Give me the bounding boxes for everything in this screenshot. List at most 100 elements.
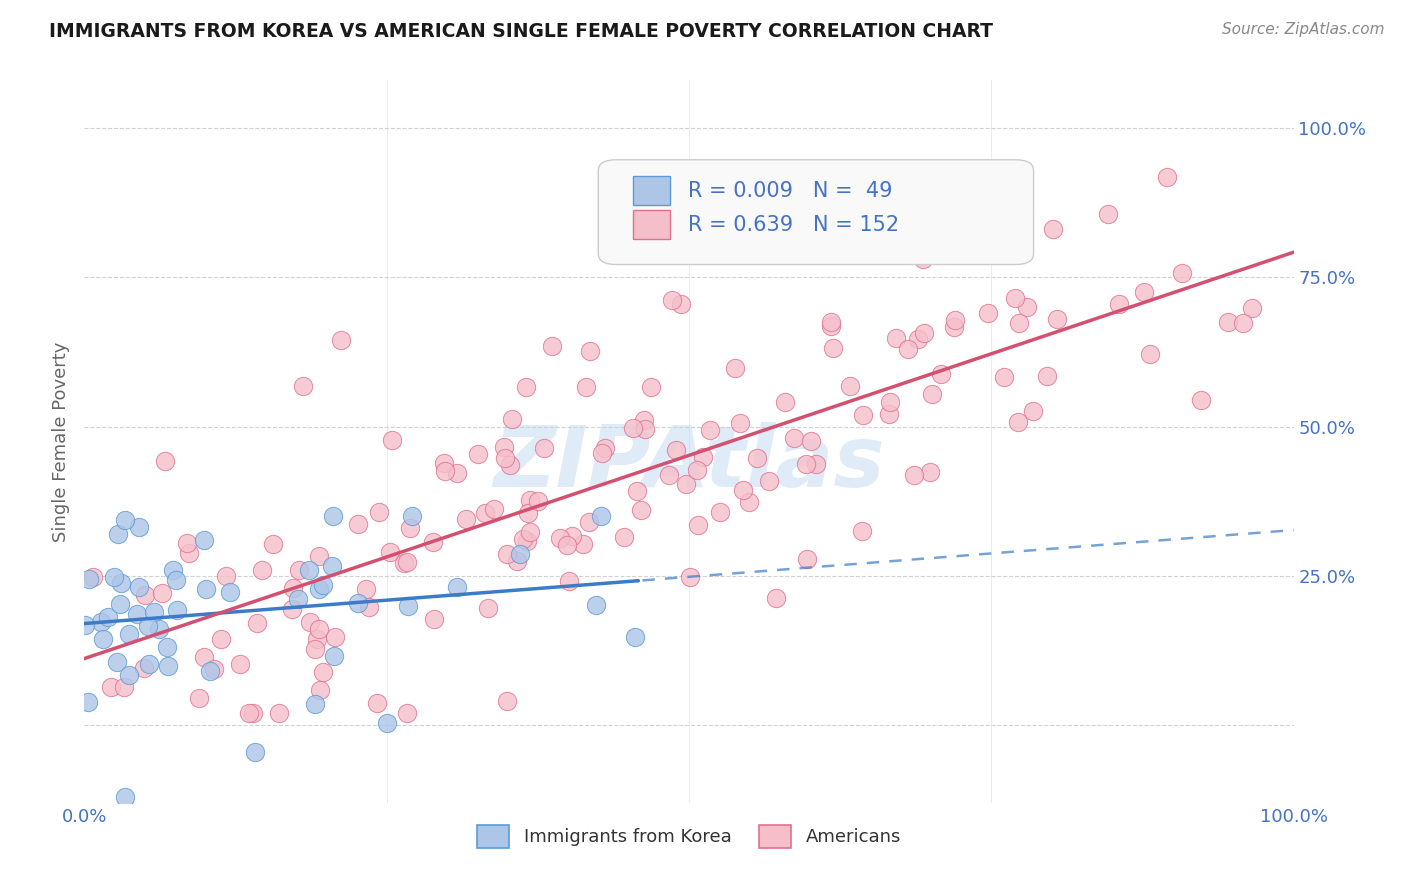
Point bbox=[298, 563, 321, 577]
Point bbox=[193, 650, 215, 665]
Point bbox=[477, 600, 499, 615]
Point bbox=[686, 463, 709, 477]
Point bbox=[575, 380, 598, 394]
Point bbox=[166, 603, 188, 617]
Point bbox=[215, 569, 238, 583]
Point bbox=[512, 532, 534, 546]
Point bbox=[912, 252, 935, 266]
Point bbox=[77, 572, 100, 586]
Point bbox=[177, 546, 200, 560]
Point bbox=[519, 493, 541, 508]
Point bbox=[307, 632, 329, 646]
Point bbox=[929, 368, 952, 382]
Point bbox=[1042, 222, 1064, 236]
Point bbox=[658, 467, 681, 482]
Point bbox=[446, 581, 468, 595]
Point bbox=[323, 630, 346, 644]
Point bbox=[118, 627, 141, 641]
Y-axis label: Single Female Poverty: Single Female Poverty bbox=[52, 342, 70, 541]
Point bbox=[281, 581, 304, 595]
Point bbox=[918, 466, 941, 480]
Point bbox=[128, 580, 150, 594]
Point bbox=[561, 529, 583, 543]
Point bbox=[1015, 300, 1038, 314]
Point bbox=[112, 680, 135, 694]
Point bbox=[640, 380, 662, 394]
Point bbox=[1139, 347, 1161, 361]
Point bbox=[665, 442, 688, 457]
Point bbox=[423, 612, 446, 626]
Text: R = 0.009   N =  49: R = 0.009 N = 49 bbox=[688, 181, 893, 201]
Point bbox=[354, 582, 377, 596]
Point bbox=[156, 658, 179, 673]
Point bbox=[501, 411, 523, 425]
Point bbox=[143, 605, 166, 619]
Point bbox=[165, 573, 187, 587]
Point bbox=[209, 632, 232, 646]
Point bbox=[1133, 285, 1156, 299]
Point bbox=[758, 474, 780, 488]
Point bbox=[903, 468, 925, 483]
Text: IMMIGRANTS FROM KOREA VS AMERICAN SINGLE FEMALE POVERTY CORRELATION CHART: IMMIGRANTS FROM KOREA VS AMERICAN SINGLE… bbox=[49, 22, 993, 41]
Point bbox=[375, 716, 398, 731]
FancyBboxPatch shape bbox=[633, 211, 669, 239]
Point bbox=[308, 549, 330, 564]
Point bbox=[127, 607, 149, 622]
Point bbox=[796, 457, 818, 471]
Point bbox=[75, 617, 97, 632]
Point bbox=[308, 582, 330, 597]
Point bbox=[392, 556, 415, 570]
Point bbox=[107, 526, 129, 541]
Point bbox=[347, 516, 370, 531]
Point bbox=[82, 570, 104, 584]
Point bbox=[555, 538, 578, 552]
Point bbox=[153, 454, 176, 468]
Point bbox=[401, 509, 423, 524]
Point bbox=[550, 531, 572, 545]
Point bbox=[103, 570, 125, 584]
Point bbox=[907, 333, 929, 347]
Text: R = 0.639   N = 152: R = 0.639 N = 152 bbox=[688, 215, 898, 235]
Point bbox=[162, 563, 184, 577]
Point bbox=[433, 464, 456, 478]
Point bbox=[724, 361, 747, 376]
Point bbox=[993, 370, 1015, 384]
Point bbox=[138, 657, 160, 671]
Point bbox=[675, 477, 697, 491]
Point bbox=[804, 458, 827, 472]
Point bbox=[202, 662, 225, 676]
Point bbox=[709, 505, 731, 519]
Point bbox=[558, 574, 581, 588]
Point bbox=[219, 585, 242, 599]
Point bbox=[198, 664, 221, 678]
Point bbox=[783, 431, 806, 445]
Point bbox=[267, 706, 290, 721]
Point bbox=[368, 505, 391, 519]
Point bbox=[669, 296, 692, 310]
Point bbox=[661, 293, 683, 307]
Point bbox=[359, 600, 381, 615]
Point bbox=[100, 680, 122, 694]
Point bbox=[621, 421, 644, 435]
Point bbox=[731, 483, 754, 497]
Point bbox=[238, 706, 260, 721]
Point bbox=[321, 558, 343, 573]
Point bbox=[1004, 291, 1026, 305]
Legend: Immigrants from Korea, Americans: Immigrants from Korea, Americans bbox=[470, 818, 908, 855]
Point bbox=[527, 494, 550, 508]
Point bbox=[1036, 369, 1059, 384]
Point bbox=[299, 615, 322, 630]
Point bbox=[456, 512, 478, 526]
Point bbox=[492, 440, 515, 454]
Point bbox=[820, 318, 842, 333]
Point bbox=[1189, 393, 1212, 408]
Point bbox=[246, 616, 269, 631]
Point bbox=[613, 530, 636, 544]
Point bbox=[105, 656, 128, 670]
Point bbox=[589, 509, 612, 524]
Point bbox=[800, 434, 823, 449]
Point bbox=[114, 789, 136, 804]
Point bbox=[395, 555, 418, 569]
Point bbox=[194, 582, 217, 596]
Point bbox=[118, 668, 141, 682]
